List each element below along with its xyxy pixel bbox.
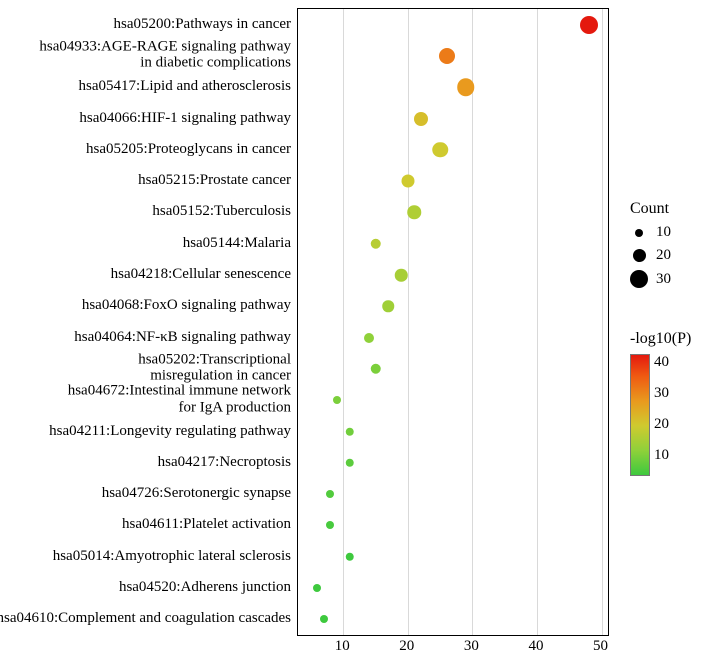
data-point [364, 333, 374, 343]
data-point [333, 396, 341, 404]
y-category-label: hsa04672:Intestinal immune network for I… [68, 383, 291, 416]
legend-size-item: 30 [630, 270, 671, 288]
legend-color: -log10(P) 40 30 20 10 [630, 330, 691, 474]
data-point [580, 16, 598, 34]
data-point [408, 206, 422, 220]
y-category-label: hsa04066:HIF-1 signaling pathway [79, 109, 291, 126]
y-category-label: hsa04217:Necroptosis [158, 454, 291, 471]
data-point [345, 553, 354, 562]
data-point [313, 584, 321, 592]
y-category-label: hsa04726:Serotonergic synapse [102, 485, 291, 502]
data-point [370, 239, 381, 250]
legend-size-title: Count [630, 200, 671, 218]
gridline [408, 9, 409, 635]
gridline [343, 9, 344, 635]
data-point [457, 79, 475, 97]
data-point [326, 490, 334, 498]
data-point [401, 175, 414, 188]
data-point [326, 521, 334, 529]
data-point [370, 364, 381, 375]
legend-size-label: 20 [656, 247, 671, 264]
y-category-label: hsa04068:FoxO signaling pathway [82, 297, 291, 314]
data-point [414, 112, 428, 126]
y-category-label: hsa05215:Prostate cancer [138, 172, 291, 189]
legend-size: Count 10 20 30 [630, 200, 671, 294]
y-category-label: hsa04610:Complement and coagulation casc… [0, 610, 291, 627]
y-category-label: hsa05144:Malaria [183, 235, 291, 252]
data-point [345, 427, 354, 436]
colorbar-tick-label: 40 [654, 354, 669, 371]
data-point [320, 615, 328, 623]
legend-size-label: 30 [656, 271, 671, 288]
data-point [395, 269, 408, 282]
enrichment-dotplot: Count 10 20 30 -log10(P) 40 30 20 10 10 20 30 40 50… [0, 0, 709, 662]
x-tick-label: 20 [399, 638, 414, 655]
y-category-label: hsa05205:Proteoglycans in cancer [86, 141, 291, 158]
colorbar-tick-label: 10 [654, 447, 669, 464]
gridline [537, 9, 538, 635]
colorbar-tick-label: 20 [654, 416, 669, 433]
x-tick-label: 10 [335, 638, 350, 655]
legend-dot-icon [635, 229, 643, 237]
y-category-label: hsa05202:Transcriptional misregulation i… [138, 351, 291, 384]
y-category-label: hsa05417:Lipid and atherosclerosis [79, 78, 291, 95]
y-category-label: hsa04933:AGE-RAGE signaling pathway in d… [39, 38, 291, 71]
y-category-label: hsa04611:Platelet activation [122, 516, 291, 533]
legend-dot-icon [630, 270, 648, 288]
y-category-label: hsa04218:Cellular senescence [111, 266, 291, 283]
y-category-label: hsa05014:Amyotrophic lateral sclerosis [53, 548, 291, 565]
y-category-label: hsa05152:Tuberculosis [152, 203, 291, 220]
plot-panel [297, 8, 609, 636]
y-category-label: hsa04064:NF-κB signaling pathway [74, 328, 291, 345]
gridline [472, 9, 473, 635]
legend-size-label: 10 [656, 224, 671, 241]
x-tick-label: 30 [464, 638, 479, 655]
data-point [383, 301, 395, 313]
x-tick-label: 40 [528, 638, 543, 655]
legend-color-title: -log10(P) [630, 330, 691, 348]
data-point [345, 459, 354, 468]
data-point [439, 48, 455, 64]
y-category-label: hsa04211:Longevity regulating pathway [49, 422, 291, 439]
legend-dot-icon [633, 249, 646, 262]
y-category-label: hsa04520:Adherens junction [119, 579, 291, 596]
gridline [602, 9, 603, 635]
colorbar [630, 354, 650, 476]
legend-size-item: 20 [630, 247, 671, 264]
colorbar-tick-label: 30 [654, 385, 669, 402]
y-category-label: hsa05200:Pathways in cancer [114, 15, 291, 32]
legend-size-item: 10 [630, 224, 671, 241]
x-tick-label: 50 [593, 638, 608, 655]
data-point [432, 142, 448, 158]
